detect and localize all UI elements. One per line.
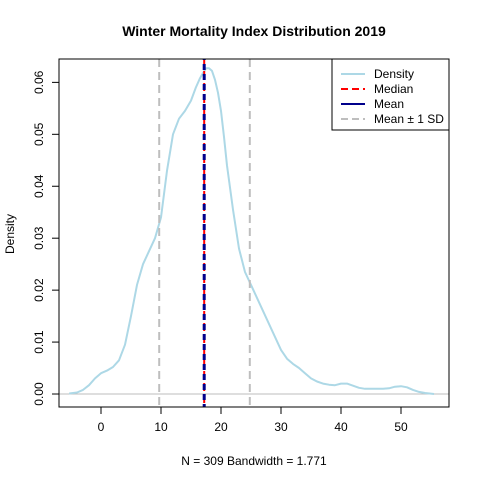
legend-label: Mean [374,97,404,111]
y-tick-label: 0.03 [32,226,46,250]
y-tick-label: 0.02 [32,278,46,302]
x-tick-label: 10 [154,420,168,434]
legend-label: Median [374,82,413,96]
x-tick-label: 50 [394,420,408,434]
y-axis: 0.00 0.01 0.02 0.03 0.04 0.05 0.06 [32,70,60,406]
x-tick-label: 0 [98,420,105,434]
y-axis-label: Density [3,214,17,254]
y-tick-label: 0.04 [32,174,46,198]
x-tick-label: 30 [274,420,288,434]
plot-area [59,59,449,407]
chart-title: Winter Mortality Index Distribution 2019 [122,23,386,39]
density-curve [69,67,435,395]
x-axis-label: N = 309 Bandwidth = 1.771 [181,454,327,468]
y-tick-label: 0.05 [32,122,46,146]
x-tick-label: 20 [214,420,228,434]
legend-label: Mean ± 1 SD [374,112,444,126]
legend-label: Density [374,67,414,81]
legend-box [331,58,450,131]
y-tick-label: 0.01 [32,330,46,354]
x-axis: 0 10 20 30 40 50 [98,406,408,434]
x-tick-label: 40 [334,420,348,434]
y-tick-label: 0.00 [32,382,46,406]
y-tick-label: 0.06 [32,70,46,94]
